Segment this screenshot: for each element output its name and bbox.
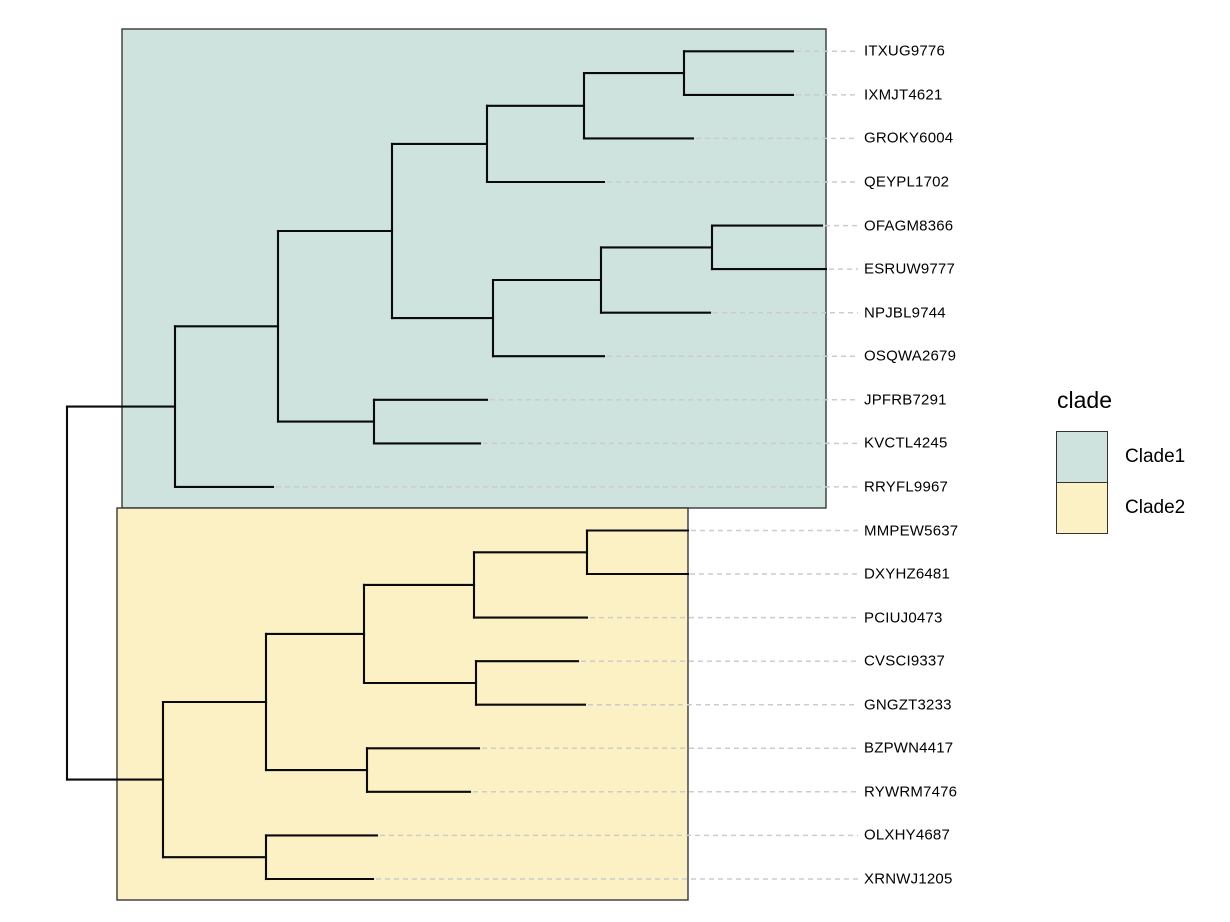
tip-label: QEYPL1702 [864,173,950,191]
tip-label: IXMJT4621 [864,86,943,104]
tip-label: GROKY6004 [864,129,954,147]
legend-label-clade1: Clade1 [1125,446,1186,468]
tip-label: GNGZT3233 [864,696,952,714]
tip-label: ITXUG9776 [864,42,946,60]
tip-label: OLXHY4687 [864,826,951,844]
legend-item-clade2: Clade2 [1056,481,1186,534]
tip-label: CVSCI9337 [864,652,946,670]
highlight-clade1 [121,28,827,509]
tip-label: ESRUW9777 [864,260,956,278]
legend-label-clade2: Clade2 [1125,496,1186,518]
legend-key-clade1-swatch [1056,431,1108,484]
tip-label: JPFRB7291 [864,391,947,409]
tip-label: DXYHZ6481 [864,565,951,583]
tip-label: KVCTL4245 [864,434,948,452]
tip-label: NPJBL9744 [864,304,946,322]
legend-title: clade [1057,387,1112,413]
tip-label: OFAGM8366 [864,217,954,235]
tip-label: BZPWN4417 [864,739,954,757]
tip-label: RRYFL9967 [864,478,949,496]
legend: clade Clade1 Clade2 [1056,387,1186,534]
tip-label: MMPEW5637 [864,522,959,539]
legend-key-clade2-swatch [1056,481,1108,534]
tip-label: RYWRM7476 [864,783,958,801]
tip-label: PCIUJ0473 [864,609,943,627]
legend-item-clade1: Clade1 [1056,431,1186,484]
tip-label: XRNWJ1205 [864,870,953,888]
tip-label: OSQWA2679 [864,347,957,365]
highlight-clade2 [116,507,689,901]
